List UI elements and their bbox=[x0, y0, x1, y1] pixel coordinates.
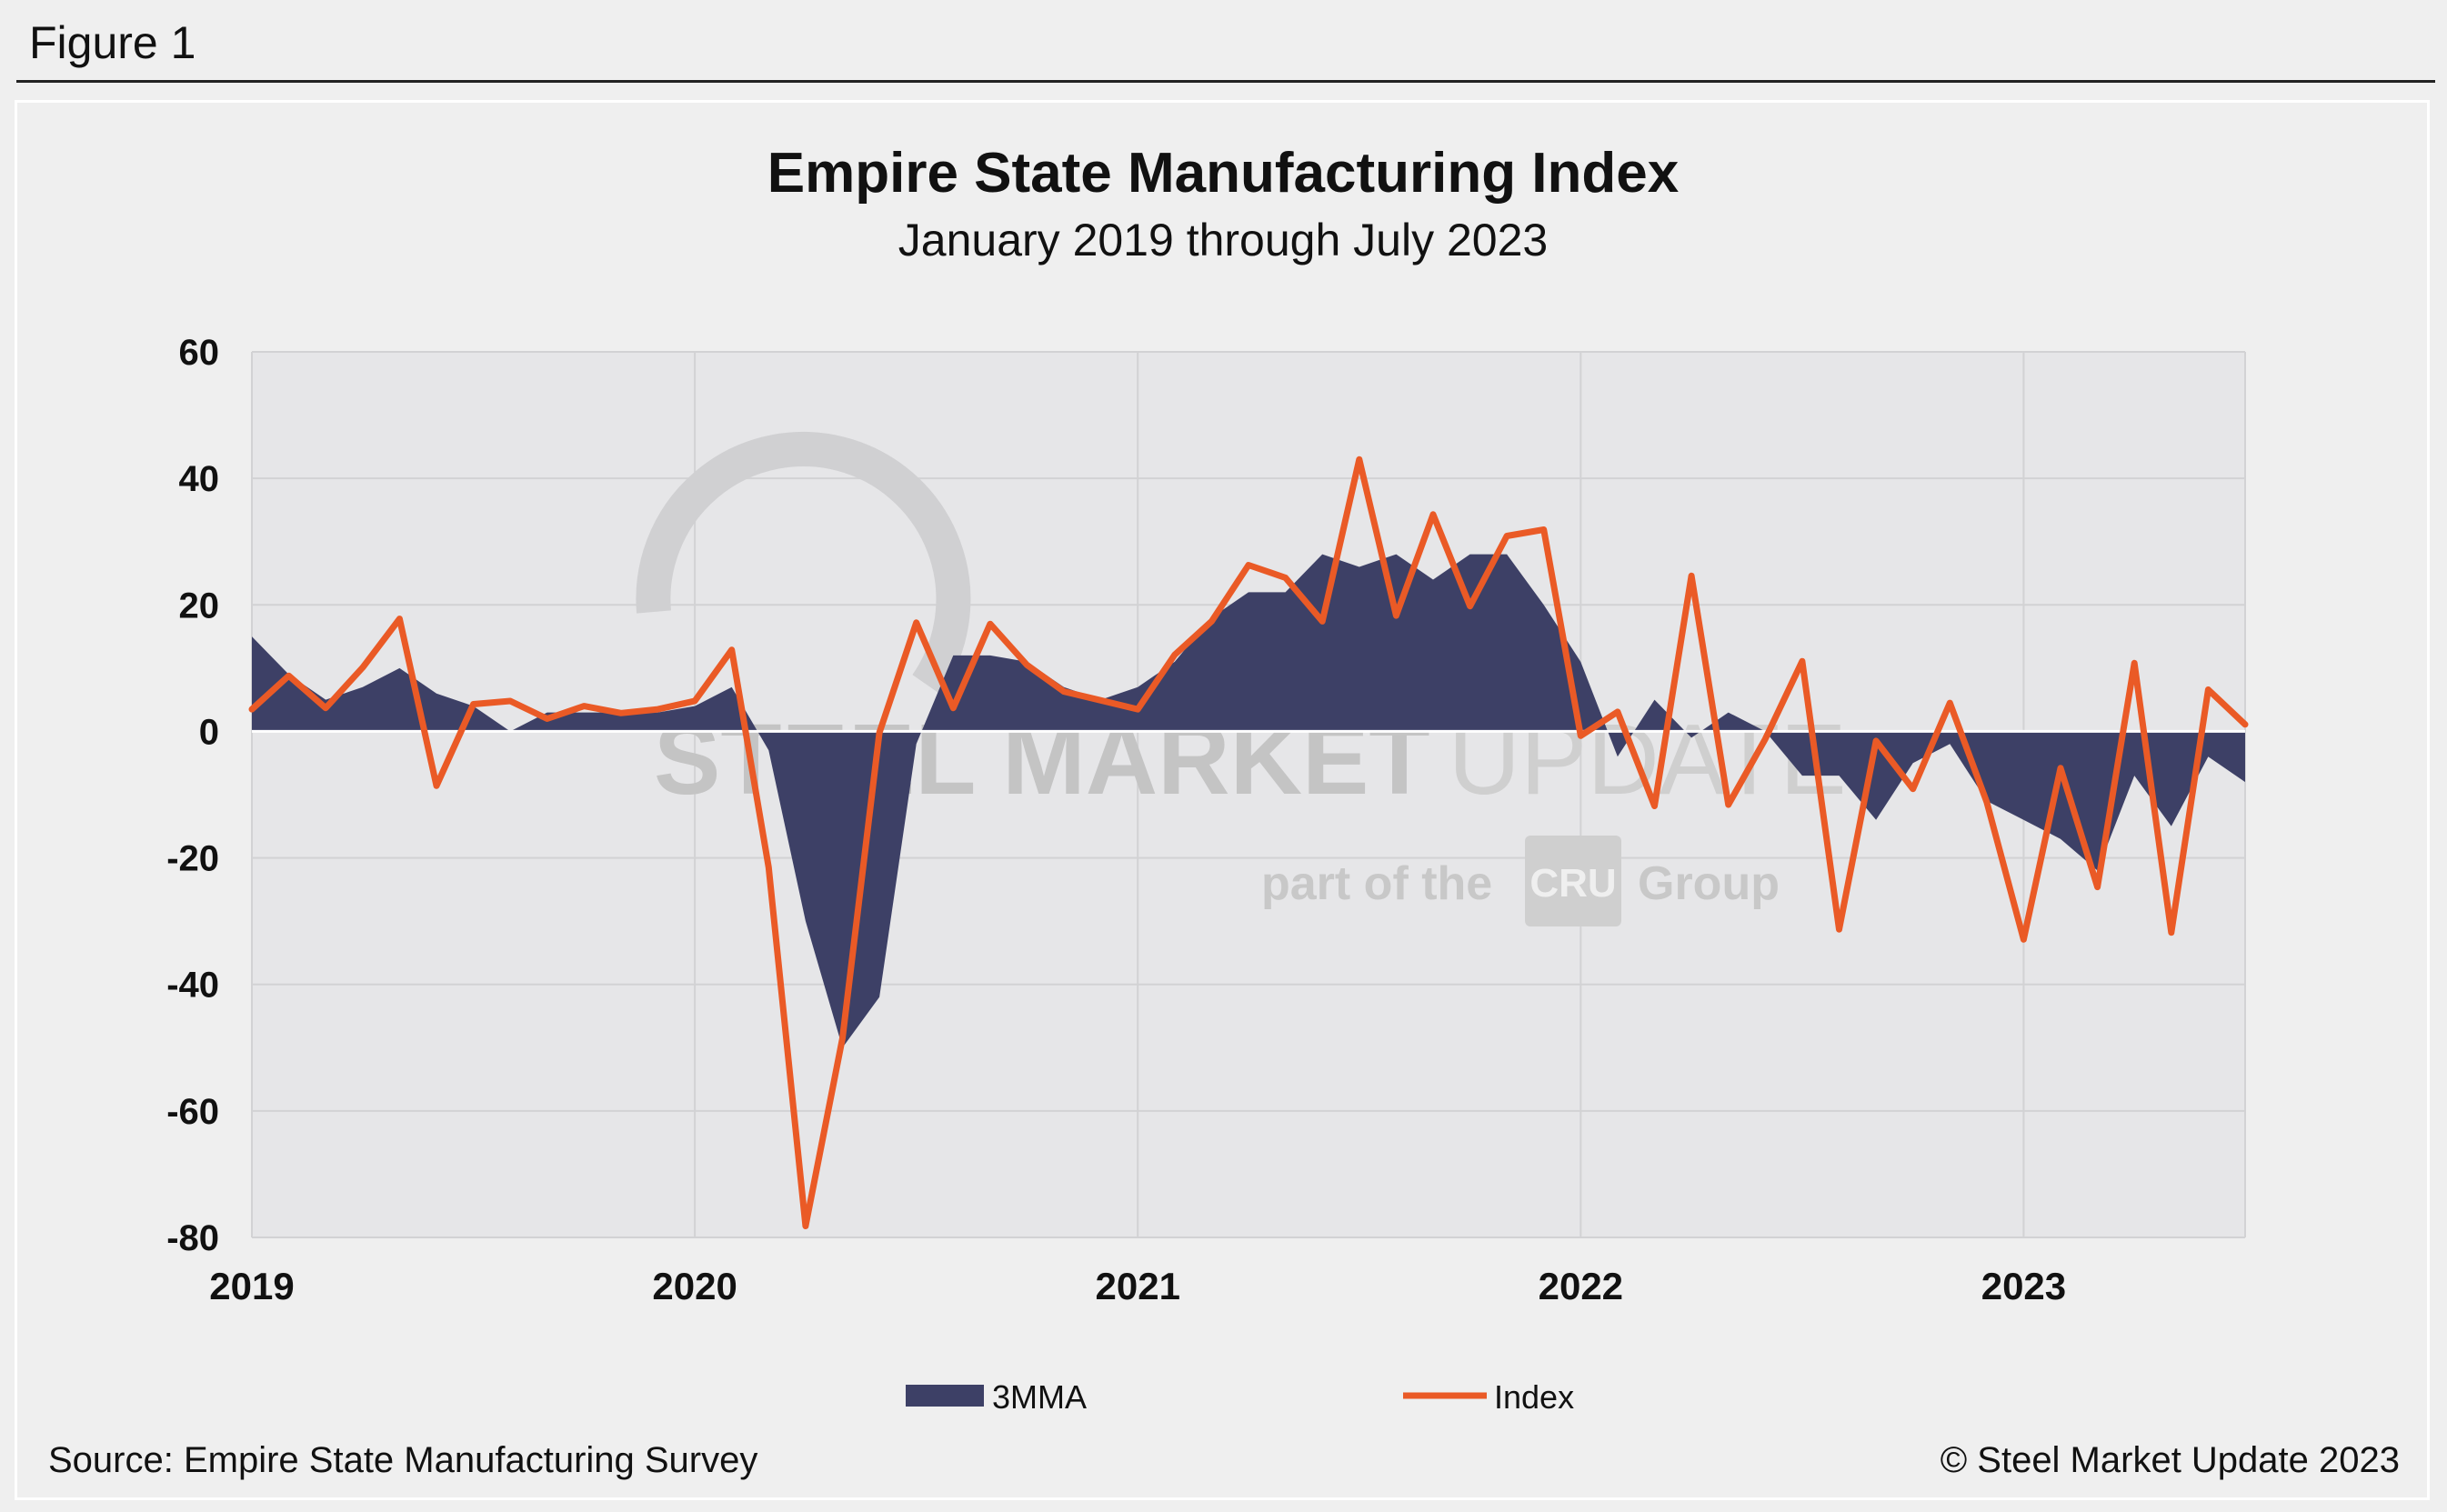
figure-divider bbox=[16, 80, 2435, 83]
y-tick-label: 60 bbox=[179, 333, 220, 373]
watermark-group: Group bbox=[1638, 857, 1780, 910]
watermark-part-of: part of the bbox=[1261, 857, 1492, 910]
legend: 3MMA Index bbox=[906, 1378, 1574, 1416]
legend-3mma-label: 3MMA bbox=[992, 1378, 1087, 1416]
copyright-note: © Steel Market Update 2023 bbox=[1941, 1440, 2400, 1480]
series-index-line bbox=[248, 456, 2249, 1229]
watermark-swoosh-icon bbox=[636, 431, 971, 695]
y-tick-label: 40 bbox=[179, 459, 220, 499]
y-tick-label: 20 bbox=[179, 586, 220, 626]
series-3mma-area bbox=[252, 554, 2245, 1048]
watermark-logo-box bbox=[1525, 836, 1621, 926]
x-tick-label: 2023 bbox=[1981, 1265, 2066, 1307]
chart-subtitle: January 2019 through July 2023 bbox=[898, 215, 1548, 265]
x-tick-label: 2020 bbox=[652, 1265, 737, 1307]
y-tick-label: -20 bbox=[166, 839, 219, 879]
chart-panel: Empire State Manufacturing Index January… bbox=[15, 100, 2430, 1500]
y-tick-label: -40 bbox=[166, 966, 219, 1006]
chart-canvas: Empire State Manufacturing Index January… bbox=[48, 142, 2400, 1480]
figure-label: Figure 1 bbox=[29, 17, 196, 68]
source-note: Source: Empire State Manufacturing Surve… bbox=[48, 1440, 757, 1480]
y-axis-ticks: 60 40 20 0 -20 -40 -60 -80 bbox=[166, 333, 219, 1258]
legend-index-label: Index bbox=[1494, 1378, 1574, 1416]
legend-3mma-swatch bbox=[906, 1385, 984, 1407]
chart-title: Empire State Manufacturing Index bbox=[767, 142, 1680, 205]
x-tick-label: 2021 bbox=[1096, 1265, 1180, 1307]
y-tick-label: 0 bbox=[199, 712, 219, 752]
x-tick-label: 2019 bbox=[209, 1265, 294, 1307]
y-tick-label: -80 bbox=[166, 1218, 219, 1258]
watermark-logo: CRU bbox=[1529, 861, 1616, 906]
x-tick-label: 2022 bbox=[1539, 1265, 1623, 1307]
x-axis-ticks: 2019 2020 2021 2022 2023 bbox=[209, 1265, 2066, 1307]
y-tick-label: -60 bbox=[166, 1092, 219, 1132]
plot-area bbox=[252, 352, 2245, 1237]
